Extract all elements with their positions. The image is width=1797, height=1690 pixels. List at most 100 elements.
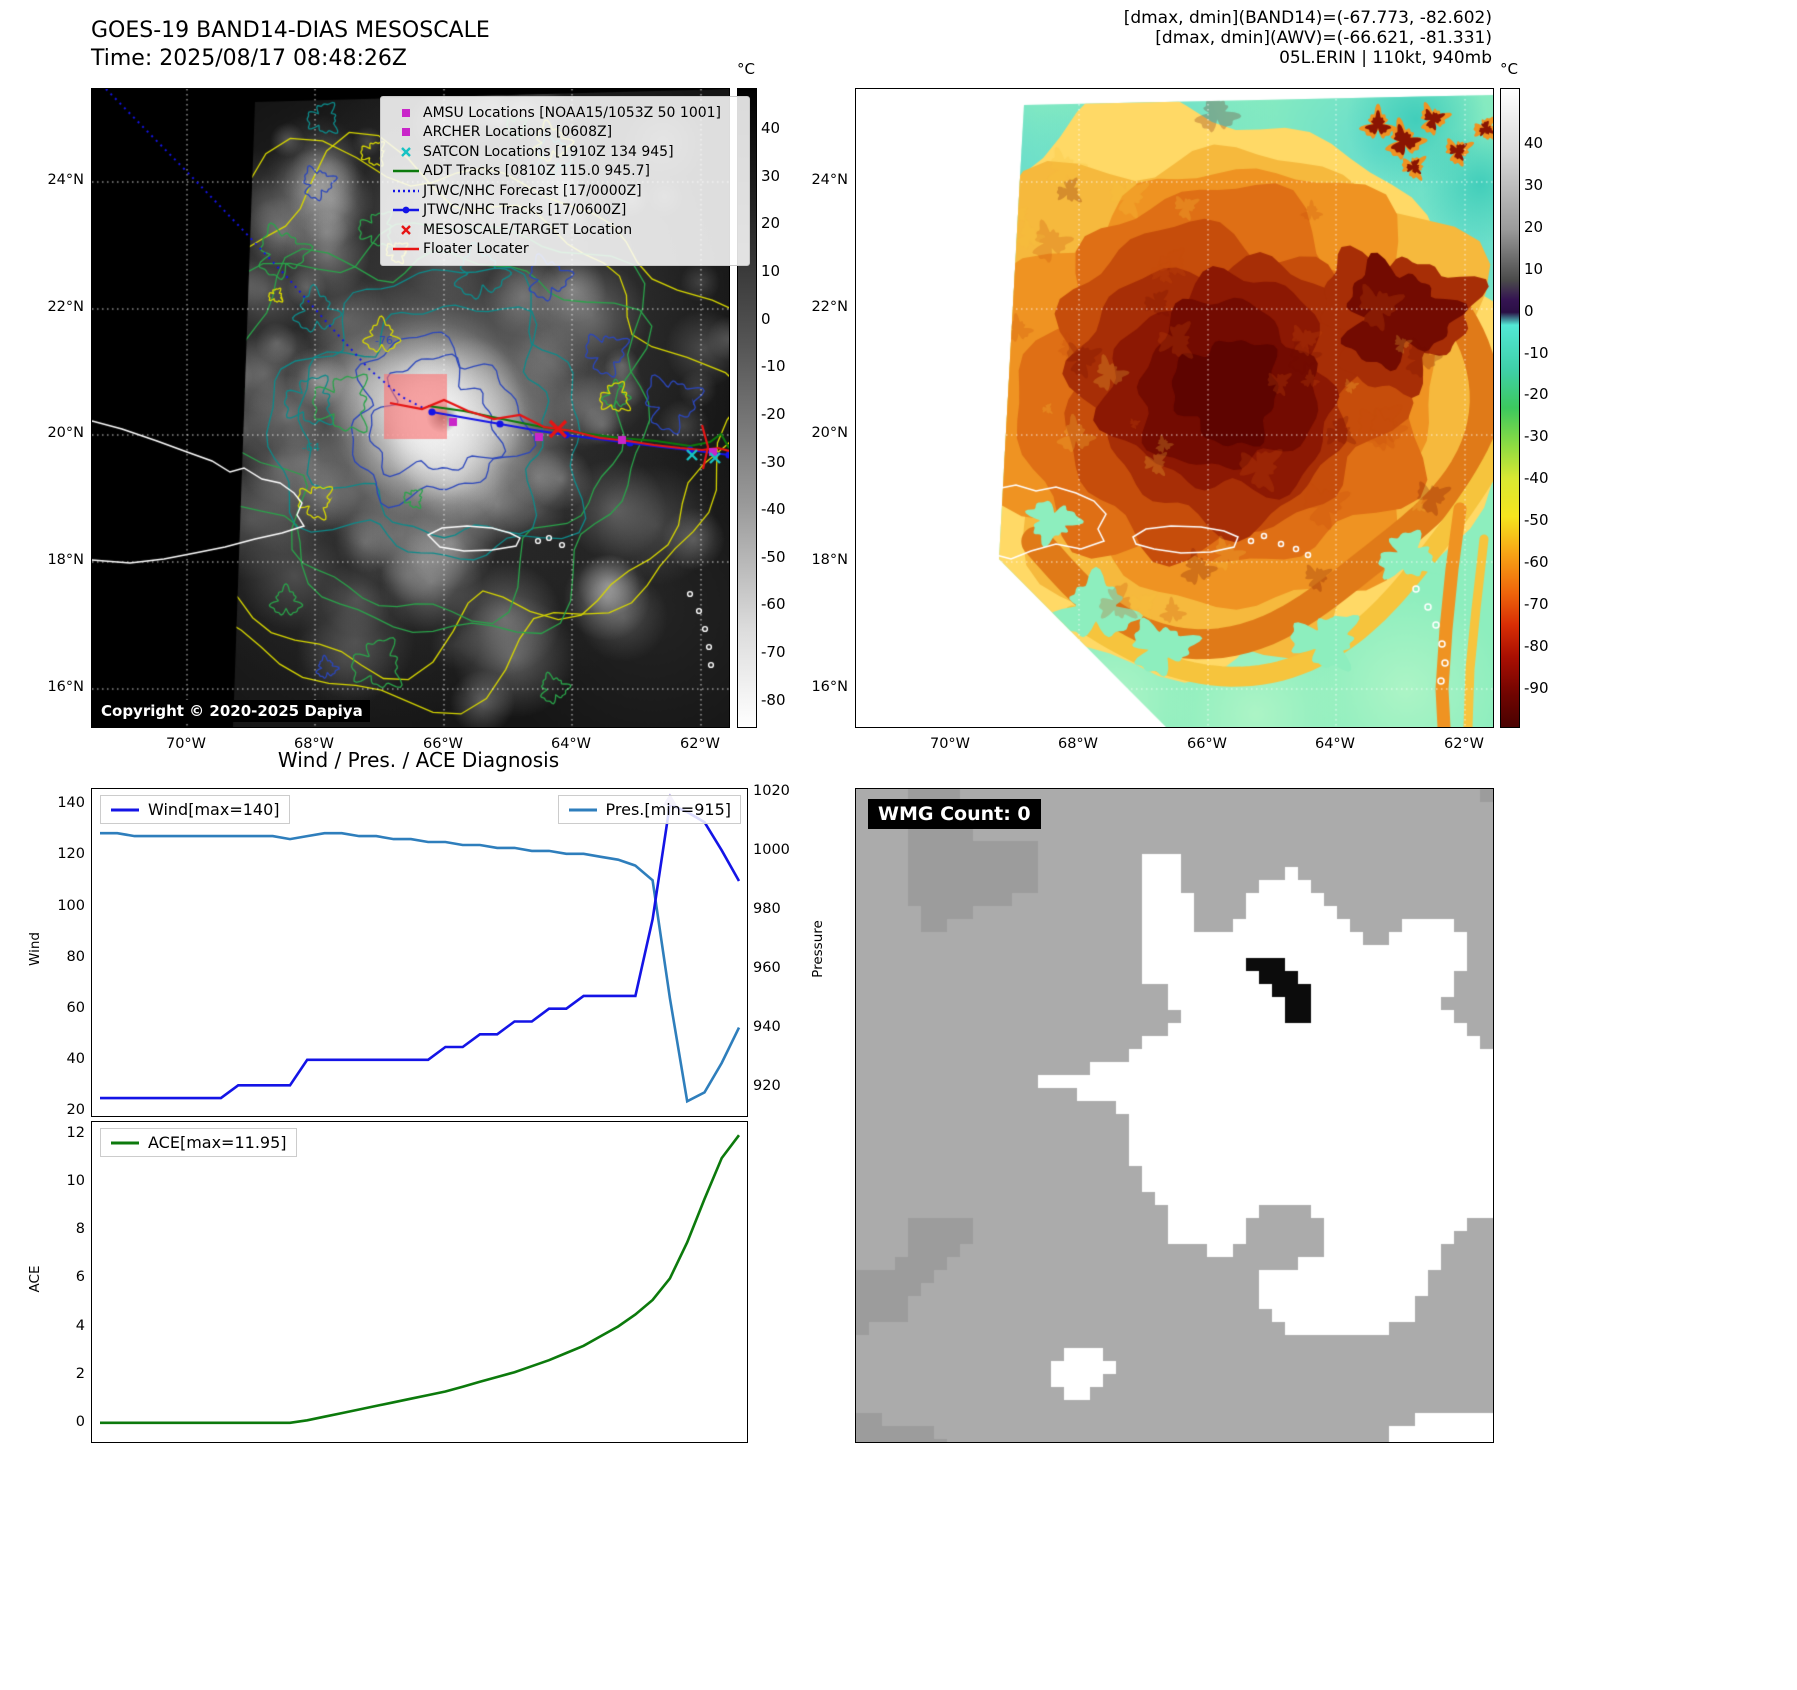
ace-ytick-label: 10	[66, 1173, 85, 1190]
wind-ytick-label: 60	[66, 999, 85, 1016]
awv-colorbar-unit: °C	[1500, 60, 1518, 78]
legend-item-label: MESOSCALE/TARGET Location	[423, 221, 633, 238]
legend-item: Floater Locater	[389, 240, 741, 260]
band14-colorbar-tick-label: -20	[761, 404, 786, 423]
legend-item: SATCON Locations [1910Z 134 945]	[389, 142, 741, 162]
band14-colorbar-tick-label: 30	[761, 166, 781, 185]
pressure-ytick-label: 940	[753, 1018, 781, 1035]
band14-colorbar-tick-label: -40	[761, 500, 786, 519]
awv-colorbar-tick-label: -40	[1524, 469, 1549, 488]
lat-tick-label: 18°N	[47, 552, 84, 568]
awv-colorbar-tick-label: -50	[1524, 511, 1549, 530]
band14-colorbar-tick-label: -30	[761, 452, 786, 471]
wind-ytick-label: 100	[57, 897, 85, 914]
wind-ytick-label: 40	[66, 1050, 85, 1067]
band14-map-legend: AMSU Locations [NOAA15/1053Z 50 1001] ARC…	[380, 96, 750, 266]
band14-colorbar-tick-label: -60	[761, 595, 786, 614]
legend-item-label: SATCON Locations [1910Z 134 945]	[423, 143, 674, 160]
legend-x-icon	[389, 145, 423, 159]
lat-tick-label: 18°N	[811, 552, 848, 568]
ace-axis-label: ACE	[27, 1265, 43, 1293]
legend-item: ADT Tracks [0810Z 115.0 945.7]	[389, 162, 741, 182]
pressure-ytick-label: 1000	[753, 841, 790, 858]
lat-tick-label: 20°N	[811, 425, 848, 441]
lat-tick-label: 22°N	[811, 299, 848, 315]
wind-legend: Wind[max=140]	[100, 795, 290, 824]
legend-item: MESOSCALE/TARGET Location	[389, 220, 741, 240]
legend-line-icon	[389, 164, 423, 178]
band14-colorbar-tick-label: 40	[761, 119, 781, 138]
ace-plot-area	[100, 1134, 741, 1425]
wind-axis-label: Wind	[27, 932, 43, 966]
band14-colorbar-unit: °C	[737, 60, 755, 78]
lon-tick-label: 62°W	[1443, 736, 1485, 752]
lon-tick-label: 68°W	[1057, 736, 1099, 752]
dmax-dmin-awv-label: [dmax, dmin](AWV)=(-66.621, -81.331)	[1155, 28, 1492, 48]
wind-pressure-chart: Wind[max=140] Pres.[min=915]	[91, 788, 748, 1117]
dmax-dmin-band14-label: [dmax, dmin](BAND14)=(-67.773, -82.602)	[1123, 8, 1492, 28]
lat-tick-label: 24°N	[47, 172, 84, 188]
ace-ytick-label: 2	[75, 1365, 85, 1382]
wind-ytick-label: 20	[66, 1101, 85, 1118]
wind-line	[100, 802, 741, 1100]
awv-map	[855, 88, 1494, 728]
pressure-legend-line-sample	[568, 808, 597, 811]
copyright-label: Copyright © 2020-2025 Dapiya	[94, 700, 370, 722]
band14-title: GOES-19 BAND14-DIAS MESOSCALE	[91, 18, 490, 43]
awv-satellite-image	[856, 89, 1493, 727]
awv-colorbar-tick-label: -80	[1524, 636, 1549, 655]
wmg-count-label: WMG Count: 0	[868, 799, 1041, 829]
ace-ytick-label: 12	[66, 1125, 85, 1142]
awv-colorbar-tick-label: -60	[1524, 553, 1549, 572]
ace-ytick-label: 6	[75, 1269, 85, 1286]
ace-ytick-label: 4	[75, 1317, 85, 1334]
pressure-legend: Pres.[min=915]	[557, 795, 741, 824]
lat-tick-label: 16°N	[47, 679, 84, 695]
legend-item-label: Floater Locater	[423, 241, 529, 258]
awv-colorbar-tick-label: -10	[1524, 343, 1549, 362]
wind-ytick-label: 140	[57, 795, 85, 812]
legend-item-label: AMSU Locations [NOAA15/1053Z 50 1001]	[423, 104, 722, 121]
awv-colorbar-tick-label: 20	[1524, 217, 1544, 236]
band14-time: Time: 2025/08/17 08:48:26Z	[91, 46, 407, 71]
band14-colorbar-tick-label: -80	[761, 690, 786, 709]
wind-legend-label: Wind[max=140]	[148, 800, 280, 819]
lon-tick-label: 70°W	[929, 736, 971, 752]
awv-title-block: [dmax, dmin](BAND14)=(-67.773, -82.602) …	[1124, 8, 1492, 68]
ace-ytick-label: 0	[75, 1413, 85, 1430]
legend-x-icon	[389, 223, 423, 237]
wind-legend-line-sample	[111, 808, 139, 811]
legend-item: JTWC/NHC Tracks [17/0600Z]	[389, 201, 741, 221]
legend-item-label: JTWC/NHC Tracks [17/0600Z]	[423, 202, 627, 219]
legend-item: ARCHER Locations [0608Z]	[389, 123, 741, 143]
pressure-ytick-label: 960	[753, 959, 781, 976]
legend-dotted-icon	[389, 184, 423, 198]
wind-ytick-label: 120	[57, 846, 85, 863]
band14-map: AMSU Locations [NOAA15/1053Z 50 1001] ARC…	[91, 88, 750, 728]
awv-colorbar-tick-label: -70	[1524, 595, 1549, 614]
ace-line	[100, 1134, 741, 1425]
lat-tick-label: 16°N	[811, 679, 848, 695]
band14-colorbar-tick-label: 10	[761, 261, 781, 280]
ace-chart: ACE[max=11.95]	[91, 1121, 748, 1443]
legend-item-label: ARCHER Locations [0608Z]	[423, 124, 613, 141]
awv-colorbar	[1500, 88, 1520, 728]
pressure-ytick-label: 920	[753, 1077, 781, 1094]
legend-line-marker-icon	[389, 203, 423, 217]
ace-legend: ACE[max=11.95]	[100, 1128, 297, 1157]
band14-colorbar-tick-label: 20	[761, 214, 781, 233]
wmg-grid-image	[856, 789, 1493, 1442]
diagnosis-title: Wind / Pres. / ACE Diagnosis	[277, 748, 560, 772]
legend-square-icon	[389, 125, 423, 139]
awv-colorbar-tick-label: -30	[1524, 427, 1549, 446]
legend-item-label: JTWC/NHC Forecast [17/0000Z]	[423, 182, 642, 199]
band14-colorbar-tick-label: -10	[761, 357, 786, 376]
pressure-ytick-label: 1020	[753, 782, 790, 799]
lat-tick-label: 20°N	[47, 425, 84, 441]
legend-item: AMSU Locations [NOAA15/1053Z 50 1001]	[389, 103, 741, 123]
band14-colorbar-tick-label: -50	[761, 547, 786, 566]
legend-line-icon	[389, 242, 423, 256]
lon-tick-label: 64°W	[1314, 736, 1356, 752]
band14-colorbar-tick-label: -70	[761, 643, 786, 662]
awv-colorbar-tick-label: 0	[1524, 301, 1534, 320]
